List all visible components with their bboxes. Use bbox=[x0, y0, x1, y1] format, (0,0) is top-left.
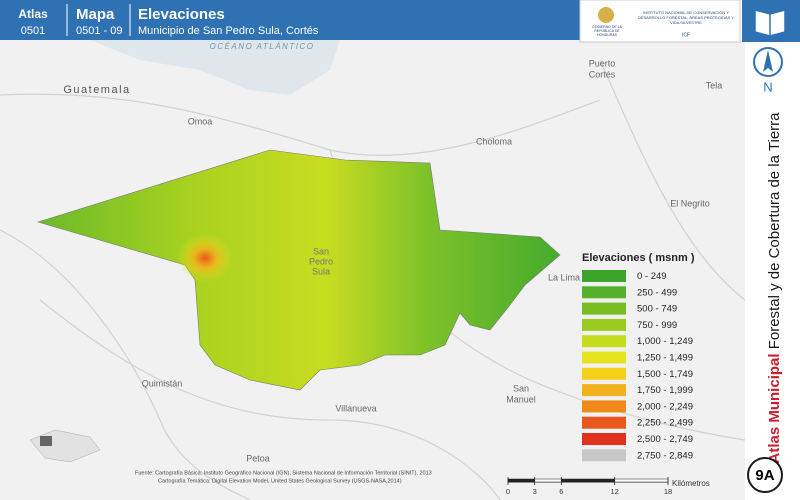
municipality bbox=[36, 149, 561, 391]
logo-left-wrap: GOBIERNO DE LA REPÚBLICA DE HONDURAS bbox=[592, 25, 622, 37]
map-label: Sula bbox=[312, 266, 330, 276]
map-label: San bbox=[313, 246, 329, 256]
legend-swatch bbox=[582, 416, 626, 429]
scale-tick-label: 12 bbox=[610, 487, 618, 496]
side-title-rest: Forestal y de Cobertura de la Tierra bbox=[766, 112, 783, 349]
elevation-area bbox=[36, 149, 561, 391]
logo-left: GOBIERNO DE LA REPÚBLICA DE HONDURAS bbox=[592, 25, 622, 37]
scale-segment bbox=[507, 478, 535, 483]
map-label: Omoa bbox=[188, 116, 213, 126]
map-label: Manuel bbox=[506, 394, 536, 404]
legend-title: Elevaciones ( msnm ) bbox=[582, 252, 695, 264]
atlas-label: Atlas bbox=[18, 7, 48, 21]
map-label: El Negrito bbox=[670, 198, 710, 208]
road bbox=[0, 93, 601, 156]
source-line: Fuente: Cartografía Básica: Instituto Ge… bbox=[135, 470, 432, 476]
legend-label: 250 - 499 bbox=[637, 287, 677, 298]
map-code: 0501 - 09 bbox=[76, 25, 122, 37]
logo-right: INSTITUTO NACIONAL DE CONSERVACIÓN Y DES… bbox=[637, 10, 735, 25]
legend-label: 750 - 999 bbox=[637, 320, 677, 331]
legend: Elevaciones ( msnm ) 0 - 249 250 - 499 500… bbox=[582, 252, 695, 461]
source-line: Cartografía Temática: Digital Elevation … bbox=[158, 478, 402, 484]
scale-tick-label: 3 bbox=[533, 487, 537, 496]
map-label: Choloma bbox=[476, 136, 512, 146]
legend-label: 0 - 249 bbox=[637, 271, 667, 282]
sea bbox=[90, 40, 340, 95]
logo-code: ICF bbox=[682, 32, 690, 38]
legend-label: 500 - 749 bbox=[637, 304, 677, 315]
legend-label: 2,500 - 2,749 bbox=[637, 434, 693, 445]
book-icon bbox=[754, 9, 786, 37]
scale-bar: Kilómetros 0 3 6 12 18 bbox=[506, 477, 710, 496]
north-label: N bbox=[763, 79, 772, 94]
map-label: Quimistán bbox=[142, 378, 183, 388]
elevation-peak bbox=[177, 234, 233, 282]
sheet-label: 9A bbox=[755, 467, 774, 484]
map-label-header: Mapa bbox=[76, 6, 115, 23]
map-label: Guatemala bbox=[63, 84, 130, 96]
legend-label: 1,500 - 1,749 bbox=[637, 369, 693, 380]
scale-tick-label: 0 bbox=[506, 487, 510, 496]
subtitle: Municipio de San Pedro Sula, Cortés bbox=[138, 25, 319, 37]
map-label: Tela bbox=[706, 80, 723, 90]
logo-right-wrap: INSTITUTO NACIONAL DE CONSERVACIÓN Y DES… bbox=[637, 10, 735, 25]
legend-swatch bbox=[582, 270, 626, 282]
legend-swatch bbox=[582, 335, 626, 348]
header-bar bbox=[0, 0, 580, 40]
scale-unit: Kilómetros bbox=[672, 479, 710, 488]
legend-label: 2,250 - 2,499 bbox=[637, 418, 693, 429]
legend-swatch bbox=[582, 286, 626, 299]
road bbox=[0, 229, 251, 500]
legend-swatch bbox=[582, 449, 626, 462]
legend-label: 1,000 - 1,249 bbox=[637, 336, 693, 347]
map-labels: OCÉANO ATLÁNTICO Guatemala Omoa Puerto C… bbox=[63, 42, 722, 463]
legend-label: 2,750 - 2,849 bbox=[637, 450, 693, 461]
legend-swatch bbox=[582, 318, 626, 331]
sheet-badge bbox=[747, 457, 783, 493]
side-title: Atlas Municipal Forestal y de Cobertura … bbox=[766, 112, 783, 464]
legend-swatch bbox=[582, 384, 626, 397]
legend-label: 2,000 - 2,249 bbox=[637, 401, 693, 412]
map-label: Pedro bbox=[309, 256, 333, 266]
legend-swatch bbox=[582, 367, 626, 380]
legend-swatch bbox=[582, 400, 626, 413]
scale-tick-label: 6 bbox=[559, 487, 563, 496]
map-label: OCÉANO ATLÁNTICO bbox=[210, 42, 315, 51]
map-label: Cortés bbox=[589, 69, 616, 79]
legend-swatch bbox=[582, 302, 626, 315]
title: Elevaciones bbox=[138, 6, 225, 23]
map-label: Petoa bbox=[246, 453, 270, 463]
logo-emblem bbox=[598, 7, 614, 23]
side-title-bold: Atlas Municipal bbox=[766, 353, 783, 463]
scale-segment bbox=[534, 478, 562, 483]
legend-label: 1,250 - 1,499 bbox=[637, 353, 693, 364]
road bbox=[39, 299, 501, 500]
legend-label: 1,750 - 1,999 bbox=[637, 385, 693, 396]
scale-segment bbox=[614, 478, 669, 483]
compass-arrow bbox=[763, 50, 773, 72]
map-label: San bbox=[513, 383, 529, 393]
map-label: La Lima bbox=[548, 272, 580, 282]
map-label: Villanueva bbox=[335, 403, 376, 413]
scale-tick-label: 18 bbox=[664, 487, 672, 496]
legend-swatch bbox=[582, 433, 626, 445]
map-label: Puerto bbox=[589, 58, 616, 68]
atlas-code: 0501 bbox=[21, 25, 45, 37]
legend-swatch bbox=[582, 351, 626, 364]
scale-segment bbox=[561, 478, 615, 483]
road bbox=[599, 59, 746, 301]
inset-highlight bbox=[40, 436, 52, 446]
